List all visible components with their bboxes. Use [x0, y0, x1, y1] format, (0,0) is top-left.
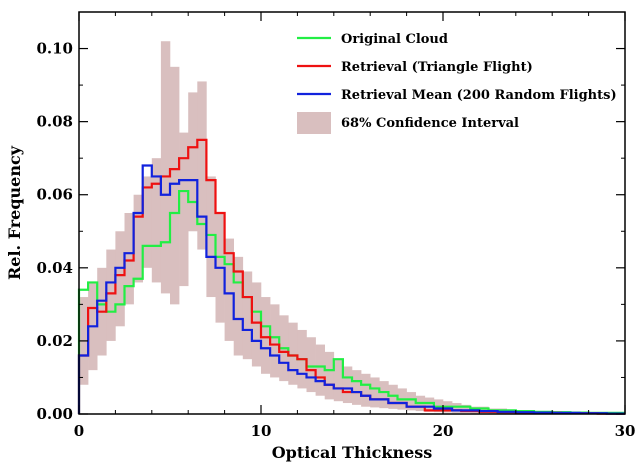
confidence-band-bin — [288, 322, 298, 385]
legend-label: 68% Confidence Interval — [341, 116, 519, 131]
confidence-band-bin — [352, 370, 362, 405]
y-axis-title: Rel. Frequency — [5, 145, 24, 280]
confidence-band-bin — [206, 176, 216, 298]
x-tick-label: 20 — [433, 422, 454, 440]
plot-frame — [78, 11, 626, 415]
confidence-band-bin — [224, 238, 234, 341]
confidence-band-bin — [333, 359, 344, 402]
confidence-band-bin — [361, 373, 371, 407]
x-tick-label: 10 — [251, 422, 272, 440]
confidence-band-bin — [160, 41, 171, 294]
y-tick-label: 0.06 — [36, 186, 73, 204]
confidence-band-bin — [242, 271, 253, 360]
confidence-band-bin — [106, 249, 116, 341]
confidence-band-bin — [251, 282, 262, 367]
confidence-band-bin — [261, 297, 271, 374]
y-tick-label: 0.02 — [36, 332, 73, 350]
y-tick-label: 0.10 — [36, 40, 73, 58]
confidence-band-bin — [452, 403, 462, 413]
confidence-band-bin — [124, 213, 134, 305]
confidence-band-bin — [306, 337, 316, 393]
confidence-band-bin — [324, 351, 335, 400]
series-line-1 — [77, 189, 625, 415]
confidence-band-bin — [406, 392, 416, 411]
legend-label: Retrieval Mean (200 Random Flights) — [341, 88, 617, 103]
confidence-band-bin — [370, 377, 380, 408]
y-tick-label: 0.00 — [36, 405, 73, 423]
legend: Original Cloud Retrieval (Triangle Flight… — [297, 32, 617, 134]
legend-label: Original Cloud — [341, 32, 448, 47]
confidence-band-bin — [197, 81, 207, 250]
legend-label: Retrieval (Triangle Flight) — [341, 60, 533, 75]
x-axis-title: Optical Thickness — [272, 443, 433, 462]
confidence-band-bin — [315, 344, 325, 396]
confidence-band-bin — [270, 304, 280, 378]
confidence-band-bin — [115, 231, 125, 327]
confidence-band-bin — [342, 366, 353, 404]
confidence-band-bin — [424, 397, 435, 412]
confidence-band-bin — [170, 66, 180, 305]
confidence-band-bin — [142, 176, 153, 268]
confidence-band-bin — [233, 256, 244, 356]
x-tick-label: 30 — [615, 422, 636, 440]
confidence-band-bin — [379, 381, 389, 409]
confidence-band-bin — [461, 404, 471, 413]
y-tick-label: 0.08 — [36, 113, 73, 131]
confidence-band-bin — [151, 158, 162, 283]
ticks-layer: 0 10 20 30 0.00 0.02 0.04 0.06 0.08 0.10 — [36, 12, 635, 440]
confidence-band-bin — [133, 194, 143, 283]
legend-swatch — [297, 112, 331, 134]
confidence-band-bin — [188, 92, 198, 232]
confidence-band-bin — [179, 132, 189, 287]
y-tick-label: 0.04 — [36, 259, 73, 277]
x-tick-label: 0 — [74, 422, 84, 440]
